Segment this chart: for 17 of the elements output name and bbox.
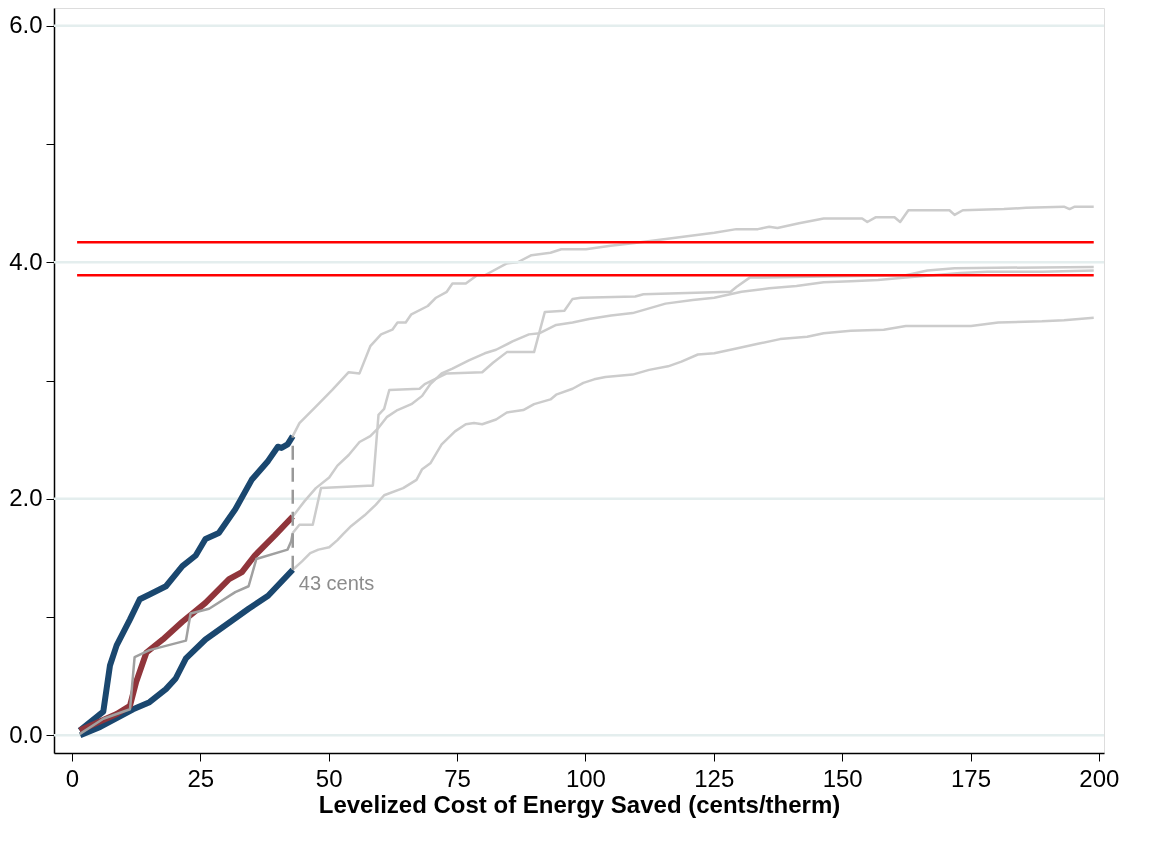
x-tick-label: 50 (315, 764, 343, 792)
x-tick-label: 200 (1079, 764, 1120, 792)
line-series (291, 316, 1095, 571)
x-tick-label: 75 (444, 764, 471, 792)
x-tick-label: 0 (65, 764, 80, 792)
y-tick-label: 0.0 (9, 720, 43, 748)
x-tick-label: 100 (565, 764, 606, 792)
y-tick-label: 4.0 (9, 247, 43, 275)
x-tick-label: 150 (822, 764, 863, 792)
x-tick-label: 125 (694, 764, 735, 792)
x-axis-title: Levelized Cost of Energy Saved (cents/therm) (318, 790, 841, 818)
x-tick-label: 175 (950, 764, 992, 792)
y-tick-label: 6.0 (9, 11, 43, 39)
x-tick-label: 25 (187, 764, 215, 792)
line-series (291, 205, 1095, 438)
annotation: 43 cents (298, 571, 375, 594)
y-tick-label: 2.0 (9, 484, 43, 512)
